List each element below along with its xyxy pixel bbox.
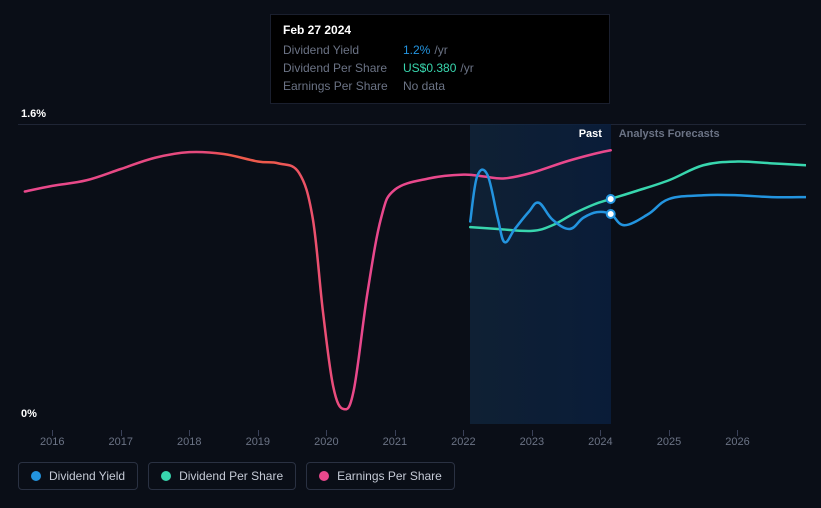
x-tick-mark — [669, 430, 670, 436]
legend-item-dividend-yield[interactable]: Dividend Yield — [18, 462, 138, 490]
legend-item-label: Earnings Per Share — [337, 469, 442, 483]
chart-container: Feb 27 2024 Dividend Yield1.2%/yrDividen… — [0, 0, 821, 508]
x-tick-mark — [52, 430, 53, 436]
x-tick-mark — [326, 430, 327, 436]
legend-item-label: Dividend Per Share — [179, 469, 283, 483]
legend-dot-icon — [31, 471, 41, 481]
legend-dot-icon — [319, 471, 329, 481]
x-tick-mark — [600, 430, 601, 436]
x-axis: 2016 2017 2018 2019 2020 2021 2022 2023 2024 2025… — [18, 436, 806, 452]
tooltip-row-label: Dividend Yield — [283, 41, 403, 59]
chart-tooltip: Feb 27 2024 Dividend Yield1.2%/yrDividen… — [270, 14, 610, 104]
x-tick-mark — [121, 430, 122, 436]
x-tick-mark — [737, 430, 738, 436]
tooltip-row: Earnings Per ShareNo data — [283, 77, 597, 95]
x-tick-mark — [463, 430, 464, 436]
x-tick-label: 2022 — [451, 436, 475, 448]
chart-plot[interactable] — [18, 124, 806, 424]
x-tick-label: 2016 — [40, 436, 64, 448]
x-tick-mark — [532, 430, 533, 436]
legend-item-label: Dividend Yield — [49, 469, 125, 483]
legend-item-earnings-per-share[interactable]: Earnings Per Share — [306, 462, 455, 490]
cursor-point — [607, 210, 615, 218]
chart-legend: Dividend Yield Dividend Per Share Earnings… — [18, 462, 455, 490]
x-tick-label: 2025 — [657, 436, 681, 448]
tooltip-date: Feb 27 2024 — [283, 23, 597, 37]
x-tick-label: 2020 — [314, 436, 338, 448]
cursor-point — [607, 195, 615, 203]
legend-dot-icon — [161, 471, 171, 481]
x-tick-label: 2018 — [177, 436, 201, 448]
tooltip-row-value: 1.2% — [403, 41, 430, 59]
x-tick-mark — [258, 430, 259, 436]
x-tick-mark — [395, 430, 396, 436]
x-tick-label: 2026 — [725, 436, 749, 448]
legend-item-dividend-per-share[interactable]: Dividend Per Share — [148, 462, 296, 490]
x-tick-label: 2021 — [383, 436, 407, 448]
tooltip-row: Dividend Yield1.2% /yr — [283, 41, 597, 59]
y-axis-max-label: 1.6% — [21, 108, 46, 120]
x-tick-label: 2017 — [109, 436, 133, 448]
tooltip-row-unit: /yr — [460, 59, 473, 77]
x-tick-label: 2023 — [520, 436, 544, 448]
x-tick-mark — [189, 430, 190, 436]
tooltip-row-value: US$0.380 — [403, 59, 456, 77]
tooltip-row: Dividend Per ShareUS$0.380/yr — [283, 59, 597, 77]
tooltip-row-label: Earnings Per Share — [283, 77, 403, 95]
series-earnings-per-share — [25, 150, 611, 409]
tooltip-row-unit: /yr — [434, 41, 447, 59]
tooltip-row-nodata: No data — [403, 77, 445, 95]
x-tick-label: 2024 — [588, 436, 612, 448]
x-tick-label: 2019 — [246, 436, 270, 448]
tooltip-row-label: Dividend Per Share — [283, 59, 403, 77]
